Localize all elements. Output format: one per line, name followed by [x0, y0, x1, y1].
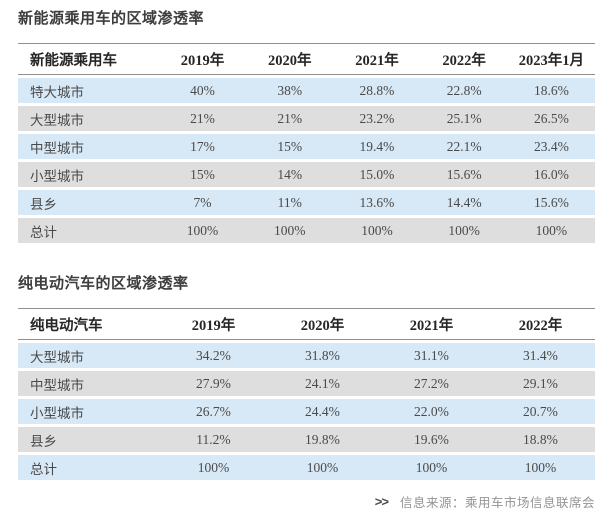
cell-value: 7%: [158, 190, 247, 215]
cell-value: 100%: [485, 455, 595, 480]
cell-value: 19.8%: [267, 427, 377, 452]
cell-value: 15.0%: [333, 162, 421, 187]
column-header: 2019年: [158, 308, 268, 340]
cell-value: 22.8%: [420, 78, 508, 103]
column-header: 2020年: [246, 43, 334, 75]
column-header: 2020年: [267, 308, 377, 340]
cell-value: 27.2%: [376, 371, 486, 396]
header-row: 新能源乘用车 2019年 2020年 2021年 2022年 2023年1月: [18, 43, 595, 75]
cell-value: 26.7%: [158, 399, 268, 424]
cell-value: 29.1%: [485, 371, 595, 396]
cell-value: 100%: [158, 218, 247, 243]
row-label: 小型城市: [18, 399, 159, 424]
cell-value: 18.8%: [485, 427, 595, 452]
cell-value: 14%: [246, 162, 334, 187]
cell-value: 100%: [376, 455, 486, 480]
table-row: 特大城市 40% 38% 28.8% 22.8% 18.6%: [18, 78, 595, 103]
row-label: 县乡: [18, 427, 159, 452]
cell-value: 28.8%: [333, 78, 421, 103]
cell-value: 25.1%: [420, 106, 508, 131]
column-header: 2019年: [158, 43, 247, 75]
cell-value: 19.6%: [376, 427, 486, 452]
cell-value: 24.4%: [267, 399, 377, 424]
cell-value: 21%: [246, 106, 334, 131]
cell-value: 24.1%: [267, 371, 377, 396]
cell-value: 18.6%: [507, 78, 595, 103]
column-header: 新能源乘用车: [18, 43, 159, 75]
cell-value: 15.6%: [420, 162, 508, 187]
table-row: 大型城市 34.2% 31.8% 31.1% 31.4%: [18, 343, 595, 368]
cell-value: 21%: [158, 106, 247, 131]
table-row: 大型城市 21% 21% 23.2% 25.1% 26.5%: [18, 106, 595, 131]
cell-value: 100%: [420, 218, 508, 243]
cell-value: 11.2%: [158, 427, 268, 452]
table-section: 新能源乘用车的区域渗透率新能源乘用车 2019年 2020年 2021年 2022年 20…: [18, 7, 595, 246]
column-header: 2022年: [485, 308, 595, 340]
cell-value: 22.0%: [376, 399, 486, 424]
column-header: 2021年: [376, 308, 486, 340]
tables-container: 新能源乘用车的区域渗透率 新能源乘用车 2019年 2020年 2021年 2022年 20…: [18, 7, 595, 483]
cell-value: 11%: [246, 190, 334, 215]
row-label: 中型城市: [18, 134, 159, 159]
cell-value: 15.6%: [507, 190, 595, 215]
cell-value: 15%: [246, 134, 334, 159]
column-header: 2022年: [420, 43, 508, 75]
cell-value: 26.5%: [507, 106, 595, 131]
column-header: 2021年: [333, 43, 421, 75]
cell-value: 100%: [246, 218, 334, 243]
data-table: 新能源乘用车 2019年 2020年 2021年 2022年 2023年1月特大城市 40%…: [18, 40, 595, 246]
table-row: 县乡 7% 11% 13.6% 14.4% 15.6%: [18, 190, 595, 215]
data-table: 纯电动汽车 2019年 2020年 2021年 2022年 大型城市 34.2% 31.8% 3…: [18, 305, 595, 483]
cell-value: 100%: [333, 218, 421, 243]
cell-value: 34.2%: [158, 343, 268, 368]
cell-value: 100%: [267, 455, 377, 480]
row-label: 特大城市: [18, 78, 159, 103]
row-label: 总计: [18, 218, 159, 243]
row-label: 中型城市: [18, 371, 159, 396]
cell-value: 22.1%: [420, 134, 508, 159]
cell-value: 23.2%: [333, 106, 421, 131]
table-title: 新能源乘用车的区域渗透率: [18, 10, 205, 27]
cell-value: 13.6%: [333, 190, 421, 215]
table-row: 总计 100% 100% 100% 100% 100%: [18, 218, 595, 243]
table-row: 县乡 11.2% 19.8% 19.6% 18.8%: [18, 427, 595, 452]
cell-value: 20.7%: [485, 399, 595, 424]
row-label: 大型城市: [18, 106, 159, 131]
column-header: 2023年1月: [507, 43, 595, 75]
source-row: >> 信息来源：乘用车市场信息联席会: [18, 492, 595, 511]
cell-value: 14.4%: [420, 190, 508, 215]
cell-value: 31.1%: [376, 343, 486, 368]
cell-value: 31.4%: [485, 343, 595, 368]
table-title: 纯电动汽车的区域渗透率: [18, 275, 189, 292]
table-row: 总计 100% 100% 100% 100%: [18, 455, 595, 480]
cell-value: 15%: [158, 162, 247, 187]
source-label: 信息来源：乘用车市场信息联席会: [399, 496, 595, 510]
cell-value: 31.8%: [267, 343, 377, 368]
row-label: 大型城市: [18, 343, 159, 368]
cell-value: 23.4%: [507, 134, 595, 159]
cell-value: 17%: [158, 134, 247, 159]
cell-value: 27.9%: [158, 371, 268, 396]
cell-value: 100%: [158, 455, 268, 480]
header-row: 纯电动汽车 2019年 2020年 2021年 2022年: [18, 308, 595, 340]
cell-value: 40%: [158, 78, 247, 103]
column-header: 纯电动汽车: [18, 308, 159, 340]
table-row: 小型城市 26.7% 24.4% 22.0% 20.7%: [18, 399, 595, 424]
row-label: 小型城市: [18, 162, 159, 187]
cell-value: 19.4%: [333, 134, 421, 159]
cell-value: 100%: [507, 218, 595, 243]
row-label: 总计: [18, 455, 159, 480]
row-label: 县乡: [18, 190, 159, 215]
table-row: 小型城市 15% 14% 15.0% 15.6% 16.0%: [18, 162, 595, 187]
table-section: 纯电动汽车的区域渗透率纯电动汽车 2019年 2020年 2021年 2022年大型城市…: [18, 272, 595, 483]
table-row: 中型城市 27.9% 24.1% 27.2% 29.1%: [18, 371, 595, 396]
double-chevron-right-icon: >>: [374, 494, 389, 509]
cell-value: 38%: [246, 78, 334, 103]
table-row: 中型城市 17% 15% 19.4% 22.1% 23.4%: [18, 134, 595, 159]
cell-value: 16.0%: [507, 162, 595, 187]
